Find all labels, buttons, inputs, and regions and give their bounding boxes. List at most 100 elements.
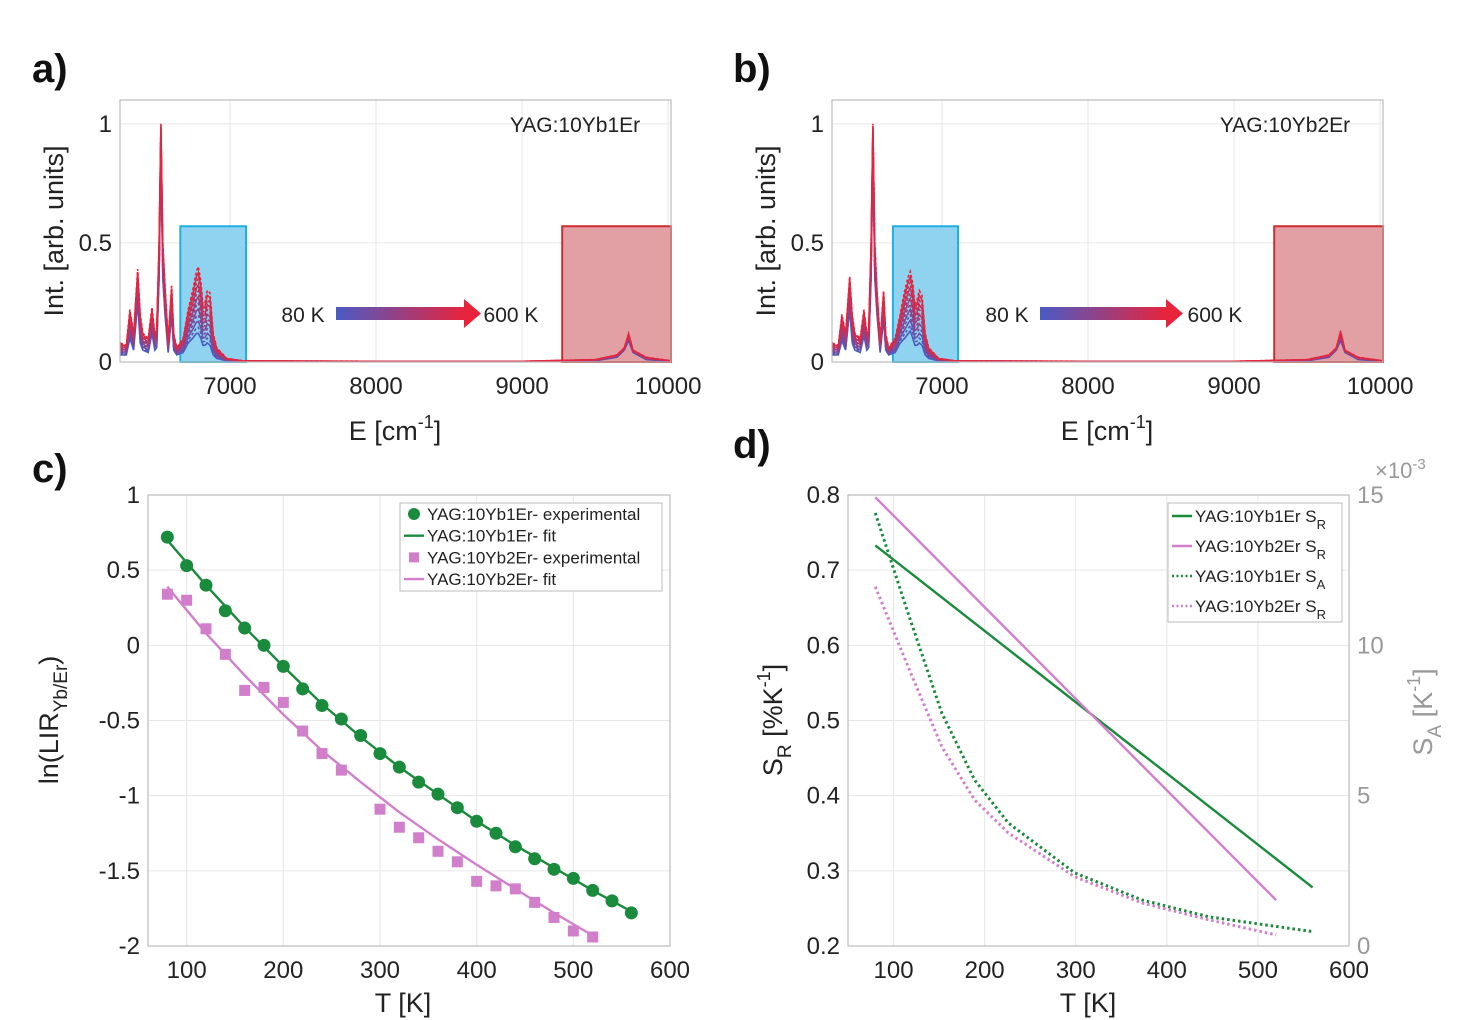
axes-frame — [847, 494, 1350, 947]
data-point-square — [277, 696, 289, 708]
x-tick-label: 500 — [553, 957, 593, 984]
y-tick-label: 0.5 — [807, 708, 840, 735]
y-tick-label: 0.5 — [791, 230, 824, 257]
x-axis-label-d: T [K] — [1060, 988, 1117, 1018]
x-tick-label: 9000 — [1207, 373, 1260, 400]
x-tick-label: 10000 — [635, 373, 702, 400]
data-point-square — [181, 594, 193, 606]
data-point-circle — [296, 682, 310, 696]
x-axis-label-a: E [cm-1] — [349, 412, 442, 446]
x-tick-label: 9000 — [495, 373, 548, 400]
right-axis-multiplier: ×10-3 — [1375, 456, 1426, 483]
x-tick-label: 600 — [650, 957, 690, 984]
y-axis-label-c: ln(LIRYb/Er) — [34, 656, 72, 785]
data-point-square — [161, 588, 173, 600]
x-tick-label: 7000 — [915, 373, 968, 400]
data-point-square — [374, 803, 386, 815]
y-axis-label-b: Int. [arb. units] — [751, 145, 781, 316]
data-point-square — [316, 748, 328, 760]
legend-box — [1167, 502, 1343, 623]
panel-label-d: d) — [733, 423, 771, 467]
temperature-from-a: 80 K — [281, 304, 324, 327]
y-tick-label: -0.5 — [99, 708, 140, 735]
data-point-square — [471, 875, 483, 887]
legend-label: YAG:10Yb1Er SA — [1195, 567, 1326, 592]
sample-annotation-a: YAG:10Yb1Er — [510, 114, 640, 137]
data-point-square — [413, 832, 425, 844]
data-point-square — [490, 880, 502, 892]
legend-label: YAG:10Yb1Er- experimental — [427, 505, 640, 524]
legend: YAG:10Yb1Er SR YAG:10Yb2Er SR YAG:10Yb1Er … — [1167, 502, 1343, 623]
data-point-square — [335, 764, 347, 776]
data-point-square — [587, 931, 599, 943]
temperature-from-b: 80 K — [985, 304, 1028, 327]
legend-item: YAG:10Yb2Er SR — [1172, 537, 1326, 562]
x-tick-label: 8000 — [349, 373, 402, 400]
curve-pink-dotted — [873, 586, 1277, 937]
temperature-arrow-a — [336, 299, 481, 328]
legend-item: YAG:10Yb1Er- experimental — [408, 505, 640, 524]
y-tick-label: 0.5 — [79, 230, 112, 257]
y-tick-label: 0 — [99, 349, 112, 376]
data-point-circle — [180, 559, 194, 573]
y-tick-label: 0 — [811, 349, 824, 376]
x-tick-label: 400 — [1147, 957, 1187, 984]
chart-a-spectrum: 7000 8000 9000 10000 0 0.5 1 — [79, 99, 702, 400]
y-axis-label-a: Int. [arb. units] — [39, 145, 69, 316]
x-tick-label: 200 — [263, 957, 303, 984]
y-tick-label: 0.8 — [807, 482, 840, 509]
y-tick-label: 1 — [127, 482, 140, 509]
x-tick-label: 200 — [965, 957, 1005, 984]
legend-marker-circle — [408, 508, 420, 520]
legend-label: YAG:10Yb1Er SR — [1195, 507, 1326, 532]
legend: YAG:10Yb1Er- experimental YAG:10Yb1Er- fi… — [399, 502, 663, 592]
axes-frame — [147, 494, 671, 947]
x-tick-label: 8000 — [1061, 373, 1114, 400]
x-axis-label-c: T [K] — [375, 988, 432, 1018]
panel-label-b: b) — [733, 47, 771, 91]
highlight-region-red — [1273, 225, 1384, 363]
y-tick-label: -1 — [119, 783, 140, 810]
data-point-square — [529, 896, 541, 908]
sample-annotation-b: YAG:10Yb2Er — [1220, 114, 1350, 137]
legend-label: YAG:10Yb1Er- fit — [427, 527, 556, 546]
fit-line-pink — [166, 585, 594, 937]
data-point-square — [200, 623, 212, 635]
y-right-tick-label: 0 — [1357, 933, 1370, 960]
chart-d-sensitivity: 100 200 300 400 500 600 0.2 0.3 0.4 0.5 0.6 0.7 0.8 0… — [807, 482, 1384, 984]
legend-item: YAG:10Yb1Er SR — [1172, 507, 1326, 532]
legend-box — [399, 502, 663, 592]
legend-item: YAG:10Yb2Er- fit — [404, 570, 556, 589]
y-tick-label: 0.5 — [107, 557, 140, 584]
curve-pink-solid — [874, 496, 1277, 901]
spectrum-curve — [120, 125, 671, 362]
legend-item: YAG:10Yb1Er- fit — [404, 527, 556, 546]
temperature-arrow-b — [1040, 299, 1183, 328]
y-tick-label: -2 — [119, 933, 140, 960]
x-axis-label-b: E [cm-1] — [1061, 412, 1154, 446]
legend-item: YAG:10Yb1Er SA — [1172, 567, 1326, 592]
x-tick-label: 100 — [167, 957, 207, 984]
y-tick-label: 0.2 — [807, 933, 840, 960]
y-tick-label: 0.7 — [807, 557, 840, 584]
legend-label: YAG:10Yb2Er SR — [1195, 597, 1326, 622]
data-point-square — [451, 856, 463, 868]
legend-label: YAG:10Yb2Er- experimental — [427, 548, 640, 567]
x-tick-label: 300 — [360, 957, 400, 984]
y-tick-label: 1 — [811, 111, 824, 138]
y-right-tick-label: 10 — [1357, 632, 1384, 659]
x-tick-label: 400 — [457, 957, 497, 984]
legend-label: YAG:10Yb2Er SR — [1195, 537, 1326, 562]
chart-b-spectrum: 7000 8000 9000 10000 0 0.5 1 — [791, 99, 1414, 400]
panel-label-c: c) — [32, 447, 68, 491]
data-point-square — [258, 681, 270, 693]
x-tick-label: 10000 — [1347, 373, 1414, 400]
y-tick-label: 0.6 — [807, 632, 840, 659]
x-tick-label: 100 — [874, 957, 914, 984]
spectra-group — [832, 123, 1383, 362]
x-tick-label: 300 — [1056, 957, 1096, 984]
data-point-square — [567, 925, 579, 937]
panel-label-a: a) — [32, 47, 68, 91]
y-tick-label: 0.3 — [807, 858, 840, 885]
